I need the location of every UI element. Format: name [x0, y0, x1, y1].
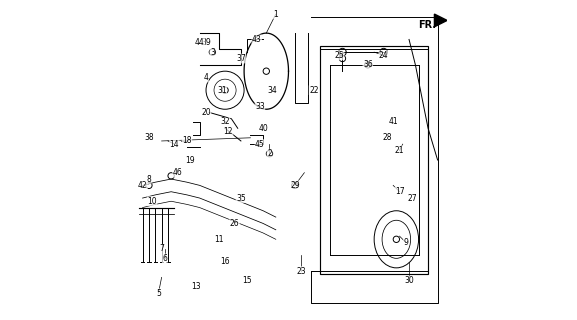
Text: 14: 14: [170, 140, 179, 148]
Polygon shape: [434, 14, 447, 27]
Text: 13: 13: [192, 282, 201, 292]
Text: 19: 19: [185, 156, 195, 164]
Text: 44: 44: [195, 38, 205, 47]
Text: 45: 45: [255, 140, 265, 148]
Text: 4: 4: [204, 73, 208, 82]
Text: 23: 23: [297, 267, 306, 276]
Text: 18: 18: [182, 136, 192, 146]
Text: FR.: FR.: [418, 20, 437, 30]
Text: 46: 46: [173, 168, 182, 177]
Text: 7: 7: [159, 244, 164, 253]
Text: 43: 43: [252, 35, 261, 44]
Text: 35: 35: [236, 194, 246, 203]
Text: 33: 33: [255, 101, 265, 111]
Text: 12: 12: [223, 127, 233, 136]
Text: 36: 36: [363, 60, 373, 69]
Text: 25: 25: [335, 51, 344, 60]
Text: 27: 27: [407, 194, 417, 203]
Text: 16: 16: [220, 257, 230, 266]
Text: 6: 6: [162, 254, 167, 263]
Text: 11: 11: [214, 235, 223, 244]
Text: 15: 15: [242, 276, 252, 285]
Text: 9: 9: [403, 238, 409, 247]
Text: 34: 34: [268, 86, 278, 95]
Text: 1: 1: [273, 10, 278, 19]
Text: 3: 3: [210, 48, 215, 57]
Text: 22: 22: [309, 86, 319, 95]
Text: 17: 17: [395, 187, 404, 196]
Text: 38: 38: [144, 133, 153, 142]
Text: 30: 30: [404, 276, 414, 285]
Text: 26: 26: [230, 219, 239, 228]
Text: 39: 39: [201, 38, 211, 47]
Text: 29: 29: [290, 181, 299, 190]
Text: 41: 41: [388, 117, 398, 126]
Text: 20: 20: [201, 108, 211, 117]
Text: 21: 21: [395, 146, 404, 155]
Text: 8: 8: [147, 174, 151, 184]
Text: 32: 32: [220, 117, 230, 126]
Text: 28: 28: [382, 133, 392, 142]
Text: 42: 42: [138, 181, 147, 190]
Text: 2: 2: [267, 149, 272, 158]
Text: 5: 5: [156, 289, 161, 298]
Text: 40: 40: [258, 124, 268, 133]
Text: 31: 31: [217, 86, 227, 95]
Text: 10: 10: [147, 197, 157, 206]
Text: 24: 24: [379, 51, 388, 60]
Text: 37: 37: [236, 54, 246, 63]
